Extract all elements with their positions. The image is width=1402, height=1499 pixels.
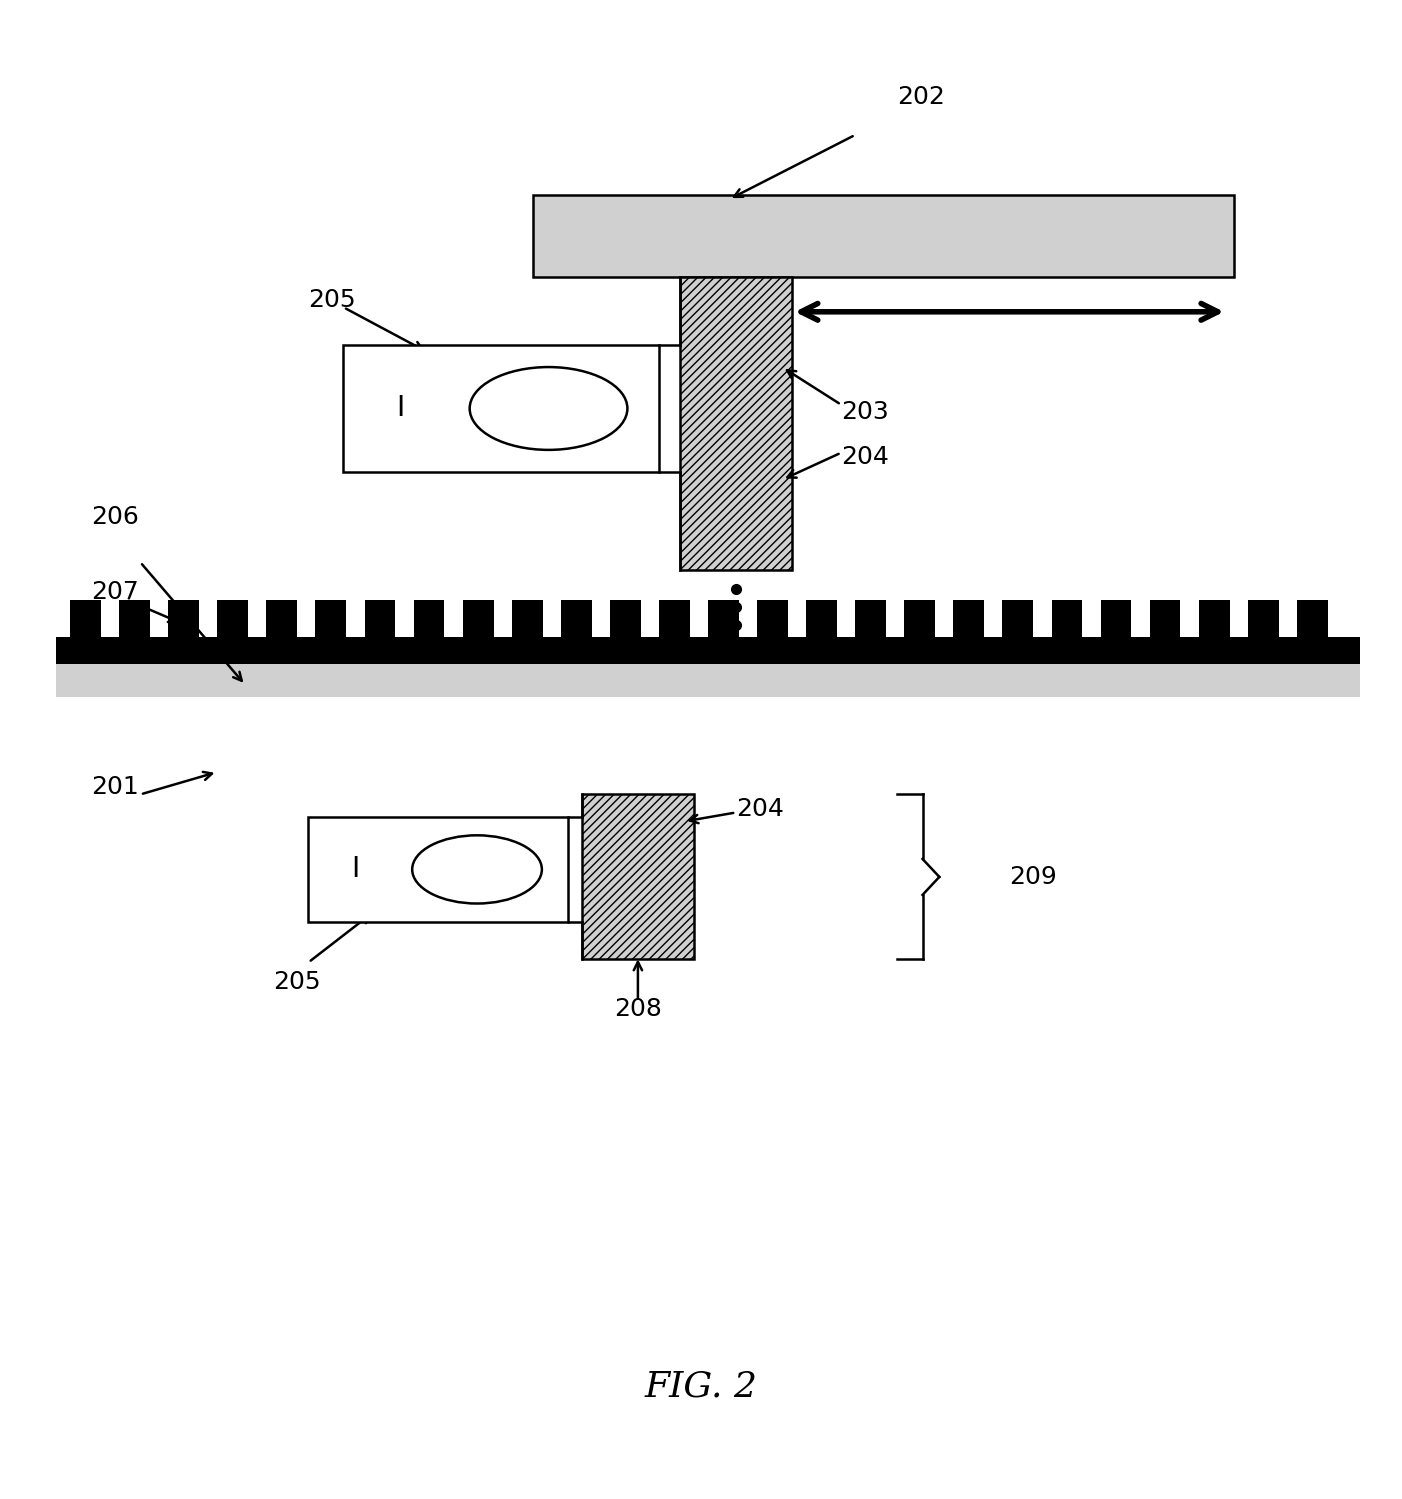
Bar — [1002, 600, 1033, 637]
Bar — [463, 600, 494, 637]
Bar — [680, 277, 792, 570]
Bar — [855, 600, 886, 637]
Bar — [1297, 600, 1328, 637]
Text: I: I — [397, 394, 404, 423]
Bar — [315, 600, 346, 637]
Text: 201: 201 — [91, 775, 139, 799]
Bar — [1052, 600, 1082, 637]
Text: I: I — [350, 856, 359, 883]
Text: 202: 202 — [897, 85, 945, 109]
Text: 207: 207 — [91, 580, 139, 604]
Bar — [56, 637, 1360, 664]
Text: FIG. 2: FIG. 2 — [645, 1370, 757, 1403]
Bar — [533, 195, 1234, 277]
Bar — [1199, 600, 1230, 637]
Text: 208: 208 — [614, 997, 662, 1021]
Text: 203: 203 — [841, 400, 889, 424]
Bar — [659, 600, 690, 637]
Text: 209: 209 — [1009, 865, 1057, 889]
Bar — [512, 600, 543, 637]
Bar — [414, 600, 444, 637]
Bar — [343, 345, 659, 472]
Text: 204: 204 — [841, 445, 889, 469]
Bar — [708, 600, 739, 637]
Bar — [904, 600, 935, 637]
Bar — [1101, 600, 1131, 637]
Text: 205: 205 — [273, 970, 321, 994]
Bar — [610, 600, 641, 637]
Bar — [119, 600, 150, 637]
Bar — [56, 637, 1360, 697]
Bar — [582, 794, 694, 959]
Bar — [1248, 600, 1279, 637]
Ellipse shape — [412, 835, 543, 904]
Bar — [308, 817, 568, 922]
Ellipse shape — [470, 367, 628, 450]
Text: 206: 206 — [91, 505, 139, 529]
Bar — [70, 600, 101, 637]
Bar — [217, 600, 248, 637]
Bar — [168, 600, 199, 637]
Bar — [1150, 600, 1180, 637]
Bar — [365, 600, 395, 637]
Bar — [757, 600, 788, 637]
Bar — [953, 600, 984, 637]
Bar — [806, 600, 837, 637]
Bar — [561, 600, 592, 637]
Bar — [266, 600, 297, 637]
Text: 204: 204 — [736, 797, 784, 821]
Text: 205: 205 — [308, 288, 356, 312]
